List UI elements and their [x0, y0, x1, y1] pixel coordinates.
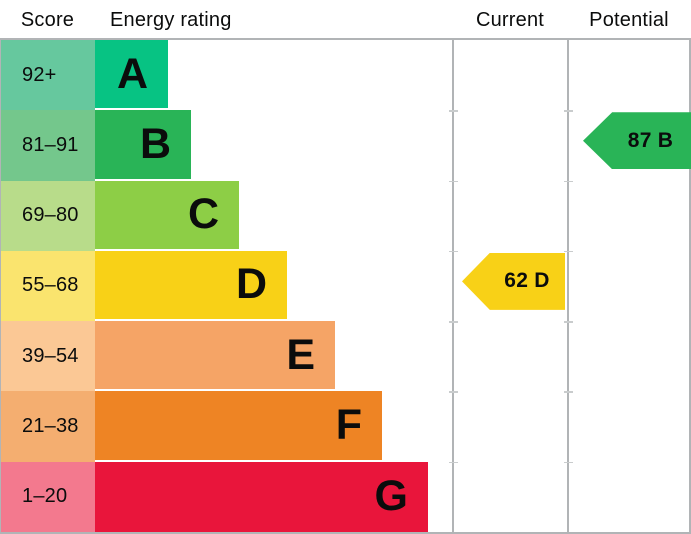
- band-letter: B: [139, 119, 171, 168]
- band-letter: D: [235, 260, 267, 309]
- chart-header: Score Energy rating Current Potential: [0, 0, 691, 38]
- band-boundary-tick: [448, 180, 458, 183]
- band-bar: E: [95, 321, 335, 390]
- band-boundary-tick: [563, 391, 573, 393]
- band-row: 92+ A: [1, 40, 690, 111]
- potential-rating-value: 87 B: [627, 128, 674, 152]
- band-row: 21–38 F: [1, 391, 690, 462]
- band-score-range: 92+: [1, 40, 95, 111]
- band-boundary-tick: [448, 250, 458, 253]
- band-score-range: 81–91: [1, 110, 95, 181]
- band-row: 55–68 D: [1, 250, 690, 322]
- band-boundary-tick: [448, 391, 458, 393]
- band-row: 39–54 E: [1, 321, 690, 392]
- current-rating-value: 62 D: [504, 269, 550, 293]
- chart-border-bottom: [0, 532, 691, 534]
- score-column-header: Score: [20, 9, 75, 31]
- band-boundary-tick: [563, 321, 573, 323]
- band-boundary-tick: [448, 321, 458, 323]
- chart-border-right: [689, 0, 691, 534]
- band-boundary-tick: [448, 110, 458, 112]
- band-score-range: 39–54: [1, 321, 95, 392]
- band-bar: C: [95, 180, 239, 249]
- band-bar: G: [95, 461, 428, 532]
- energy-rating-column-header: Energy rating: [110, 9, 232, 31]
- band-bar: D: [95, 250, 287, 320]
- potential-column-header: Potential: [589, 9, 669, 31]
- band-boundary-tick: [563, 461, 573, 464]
- band-boundary-tick: [563, 180, 573, 183]
- band-letter: C: [187, 190, 219, 239]
- rating-bands: 92+ A 81–91 B 69–80 C 55–68 D 39–54: [1, 40, 690, 532]
- band-boundary-tick: [563, 250, 573, 253]
- band-letter: A: [116, 49, 148, 98]
- header-underline: [0, 38, 691, 40]
- band-boundary-tick: [563, 110, 573, 112]
- band-score-range: 69–80: [1, 180, 95, 251]
- current-column-divider: [452, 0, 454, 534]
- band-score-range: 21–38: [1, 391, 95, 462]
- band-bar: F: [95, 391, 382, 460]
- band-letter: E: [286, 330, 315, 379]
- band-letter: F: [335, 401, 362, 450]
- band-bar: B: [95, 110, 191, 179]
- band-row: 69–80 C: [1, 180, 690, 251]
- band-letter: G: [374, 472, 408, 521]
- potential-rating-arrow: 87 B: [583, 112, 691, 170]
- band-score-range: 55–68: [1, 250, 95, 322]
- band-row: 81–91 B: [1, 110, 690, 181]
- band-bar: A: [95, 40, 168, 109]
- chart-border-left: [0, 0, 1, 534]
- potential-column-divider: [567, 0, 569, 534]
- current-column-header: Current: [475, 9, 545, 31]
- band-row: 1–20 G: [1, 461, 690, 532]
- band-score-range: 1–20: [1, 461, 95, 532]
- band-boundary-tick: [448, 461, 458, 464]
